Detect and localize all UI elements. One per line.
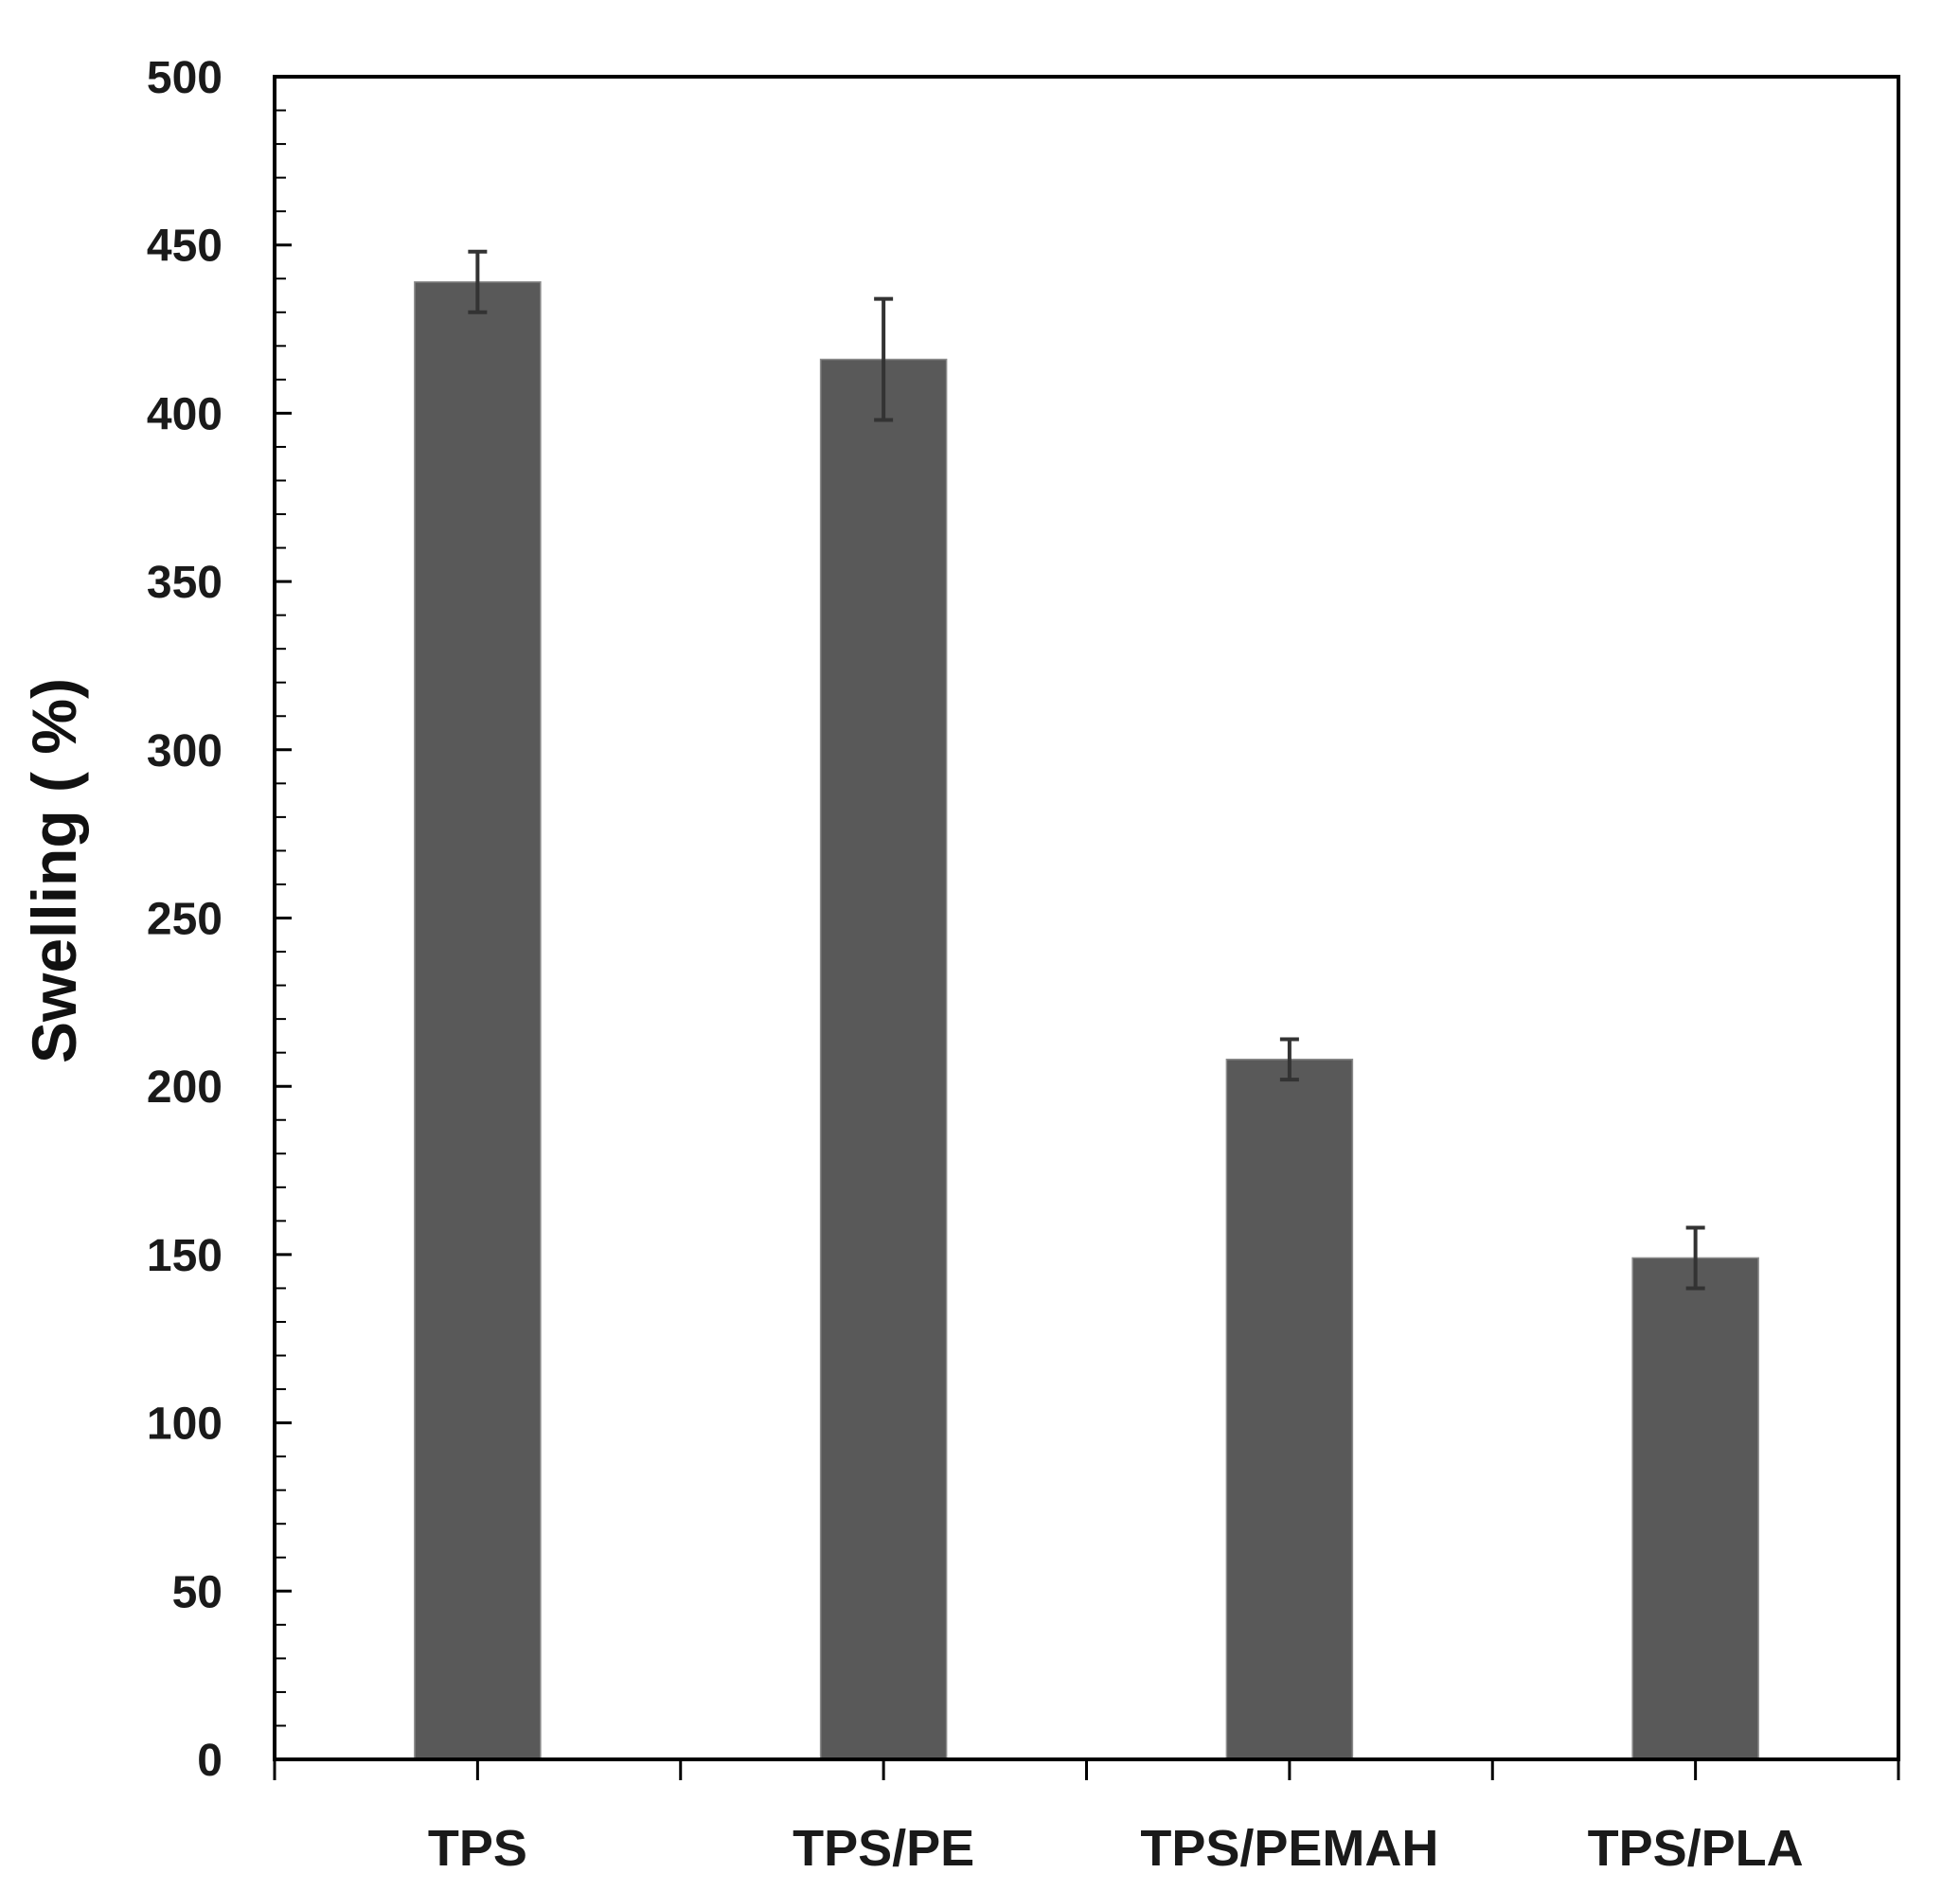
y-tick-label: 50 bbox=[172, 1567, 223, 1617]
x-tick-label: TPS/PE bbox=[793, 1820, 974, 1877]
bar-tps-pla bbox=[1631, 1257, 1759, 1760]
y-axis-ticks bbox=[275, 75, 292, 1761]
y-tick-label: 100 bbox=[147, 1400, 223, 1450]
y-tick-label: 300 bbox=[147, 726, 223, 776]
error-bar-tps-pla bbox=[1685, 1225, 1705, 1291]
y-tick-label: 500 bbox=[147, 53, 223, 103]
error-bar-tps-pe bbox=[874, 296, 894, 422]
y-tick-label: 400 bbox=[147, 389, 223, 439]
bar-tps bbox=[414, 281, 542, 1760]
x-axis-ticks bbox=[273, 1759, 1900, 1780]
y-tick-label: 250 bbox=[147, 895, 223, 945]
x-axis-category-labels: TPS TPS/PE TPS/PEMAH TPS/PLA bbox=[428, 1820, 1804, 1877]
x-tick-label: TPS/PEMAH bbox=[1140, 1820, 1438, 1877]
y-axis-tick-labels: 0 50 100 150 200 250 300 350 400 450 500 bbox=[147, 53, 223, 1786]
error-bar-tps-pemah bbox=[1279, 1037, 1299, 1082]
error-bar-tps bbox=[468, 249, 488, 314]
y-tick-label: 0 bbox=[197, 1736, 223, 1786]
error-bars-layer bbox=[468, 249, 1705, 1291]
bars-layer bbox=[414, 281, 1759, 1760]
y-tick-label: 350 bbox=[147, 558, 223, 608]
bar-tps-pemah bbox=[1225, 1059, 1354, 1760]
bar-tps-pe bbox=[819, 358, 948, 1760]
y-tick-label: 450 bbox=[147, 222, 223, 272]
y-tick-label: 150 bbox=[147, 1231, 223, 1281]
x-tick-label: TPS/PLA bbox=[1588, 1820, 1804, 1877]
y-tick-label: 200 bbox=[147, 1062, 223, 1113]
x-tick-label: TPS bbox=[428, 1820, 527, 1877]
y-axis-title: Swelling ( %) bbox=[19, 678, 89, 1063]
